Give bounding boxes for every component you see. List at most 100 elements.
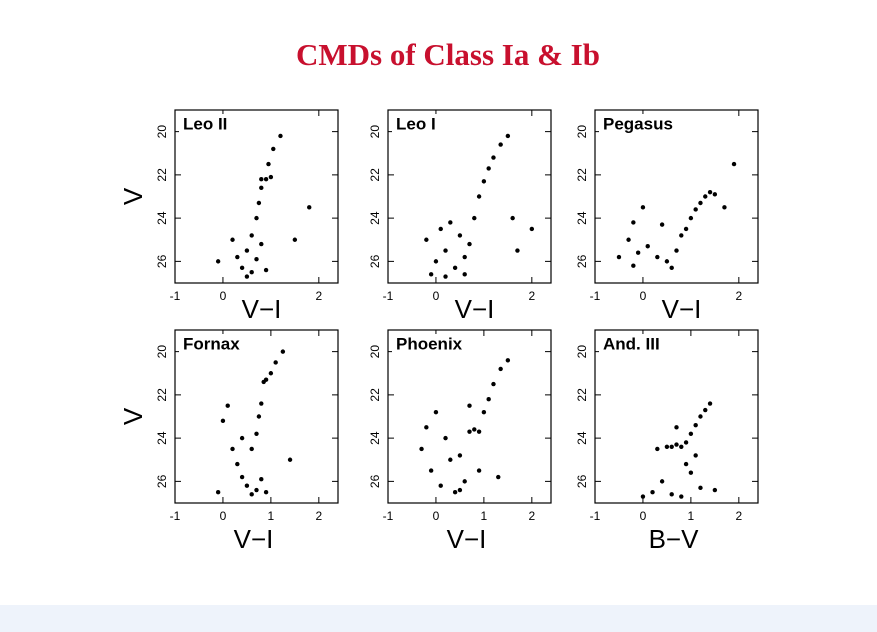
point <box>428 272 434 277</box>
point <box>683 461 689 467</box>
point <box>655 446 660 452</box>
x-axis-label: V−I <box>234 524 274 554</box>
point <box>640 205 646 210</box>
point <box>263 267 269 273</box>
point <box>645 244 650 249</box>
point <box>731 161 737 167</box>
point <box>631 220 636 225</box>
point <box>659 479 665 484</box>
point <box>635 250 641 255</box>
point <box>438 483 443 488</box>
point <box>712 487 718 493</box>
point <box>476 429 482 434</box>
x-tick-label: 1 <box>688 509 695 523</box>
point <box>462 479 467 484</box>
y-tick-label: 20 <box>575 345 589 359</box>
point <box>472 215 477 221</box>
point <box>254 215 259 221</box>
x-tick-label: 2 <box>528 289 535 303</box>
point <box>244 483 250 488</box>
x-tick-label: -1 <box>590 509 601 523</box>
y-axis-label: V <box>118 187 148 205</box>
point <box>467 429 472 434</box>
y-tick-label: 24 <box>155 431 169 445</box>
y-tick-label: 22 <box>155 168 169 182</box>
point <box>225 403 230 408</box>
point <box>688 431 694 436</box>
point <box>693 422 698 428</box>
point <box>239 435 245 441</box>
point <box>688 470 694 475</box>
point <box>235 254 240 260</box>
x-tick-label: 2 <box>735 509 742 523</box>
point <box>491 381 496 387</box>
point <box>486 397 491 402</box>
point <box>259 477 264 482</box>
point <box>640 494 646 499</box>
panel-label-bg <box>599 114 673 136</box>
panel-frame <box>174 329 339 504</box>
point <box>476 194 482 199</box>
y-tick-label: 22 <box>575 388 589 402</box>
point <box>259 177 264 182</box>
point <box>472 427 477 432</box>
y-tick-label: 20 <box>575 125 589 139</box>
y-tick-label: 26 <box>575 474 589 488</box>
x-tick-label: 0 <box>220 509 227 523</box>
point <box>510 215 515 221</box>
panel-label-bg <box>392 334 466 356</box>
point <box>249 269 254 275</box>
x-tick-label: -1 <box>590 289 601 303</box>
point <box>679 444 684 449</box>
point <box>462 254 467 260</box>
point <box>215 259 221 264</box>
y-tick-label: 22 <box>368 168 382 182</box>
panel-frame <box>594 109 759 284</box>
point <box>481 179 487 184</box>
panel-frame <box>387 329 552 504</box>
point <box>278 133 283 139</box>
point <box>457 453 463 458</box>
x-axis-label: B−V <box>649 524 700 554</box>
point <box>505 133 511 139</box>
point <box>273 360 278 365</box>
y-tick-label: 22 <box>575 168 589 182</box>
panel-label: Phoenix <box>396 334 463 353</box>
y-tick-label: 20 <box>368 345 382 359</box>
y-tick-label: 26 <box>368 474 382 488</box>
point <box>457 487 463 493</box>
point <box>443 274 448 279</box>
y-tick-label: 20 <box>155 345 169 359</box>
panel-label-bg <box>179 334 243 356</box>
point <box>268 174 274 180</box>
point <box>462 272 467 277</box>
point <box>722 205 727 210</box>
panel-label-bg <box>392 114 446 136</box>
panel-frame <box>174 109 339 284</box>
x-tick-label: -1 <box>383 289 394 303</box>
point <box>230 446 235 452</box>
point <box>467 403 472 408</box>
point <box>703 407 708 413</box>
point <box>239 265 245 271</box>
point <box>452 265 458 271</box>
point <box>650 489 655 495</box>
point <box>235 461 240 467</box>
point <box>683 440 689 445</box>
point <box>674 425 679 430</box>
point <box>280 349 286 354</box>
x-axis-label: V−I <box>447 524 487 554</box>
point <box>249 233 254 238</box>
point <box>424 237 429 242</box>
point <box>230 237 235 242</box>
y-tick-label: 20 <box>155 125 169 139</box>
y-tick-label: 24 <box>368 431 382 445</box>
point <box>287 457 293 462</box>
point <box>259 401 264 406</box>
y-tick-label: 26 <box>155 254 169 268</box>
point <box>433 409 439 415</box>
x-axis-label: V−I <box>455 294 495 324</box>
point <box>655 254 660 260</box>
panel-label: Fornax <box>183 334 240 353</box>
